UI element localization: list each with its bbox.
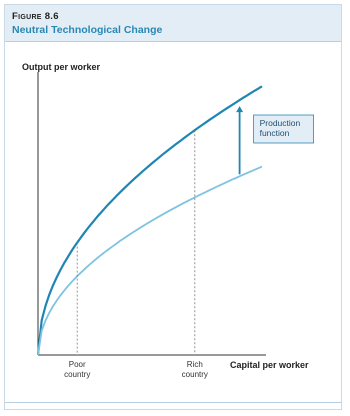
tick-label: Rich [187,360,203,369]
y-axis-label: Output per worker [22,62,101,72]
curve-upper [36,85,263,356]
figure-number: Figure 8.6 [12,11,59,22]
curve-lower [37,165,263,356]
tick-label: country [64,370,90,379]
callout-label: Production [260,118,301,128]
figure-header: Figure 8.6 Neutral Technological Change [5,5,341,42]
figure-panel: Figure 8.6 Neutral Technological Change [4,4,342,410]
x-axis-label: Capital per worker [230,360,309,370]
bottom-divider [5,402,341,403]
shift-arrow-head [236,106,244,113]
callout-label: function [260,128,290,138]
figure-title: Neutral Technological Change [12,24,163,36]
tick-label: Poor [69,360,86,369]
tick-label: country [182,370,208,379]
callout-box [253,114,315,144]
